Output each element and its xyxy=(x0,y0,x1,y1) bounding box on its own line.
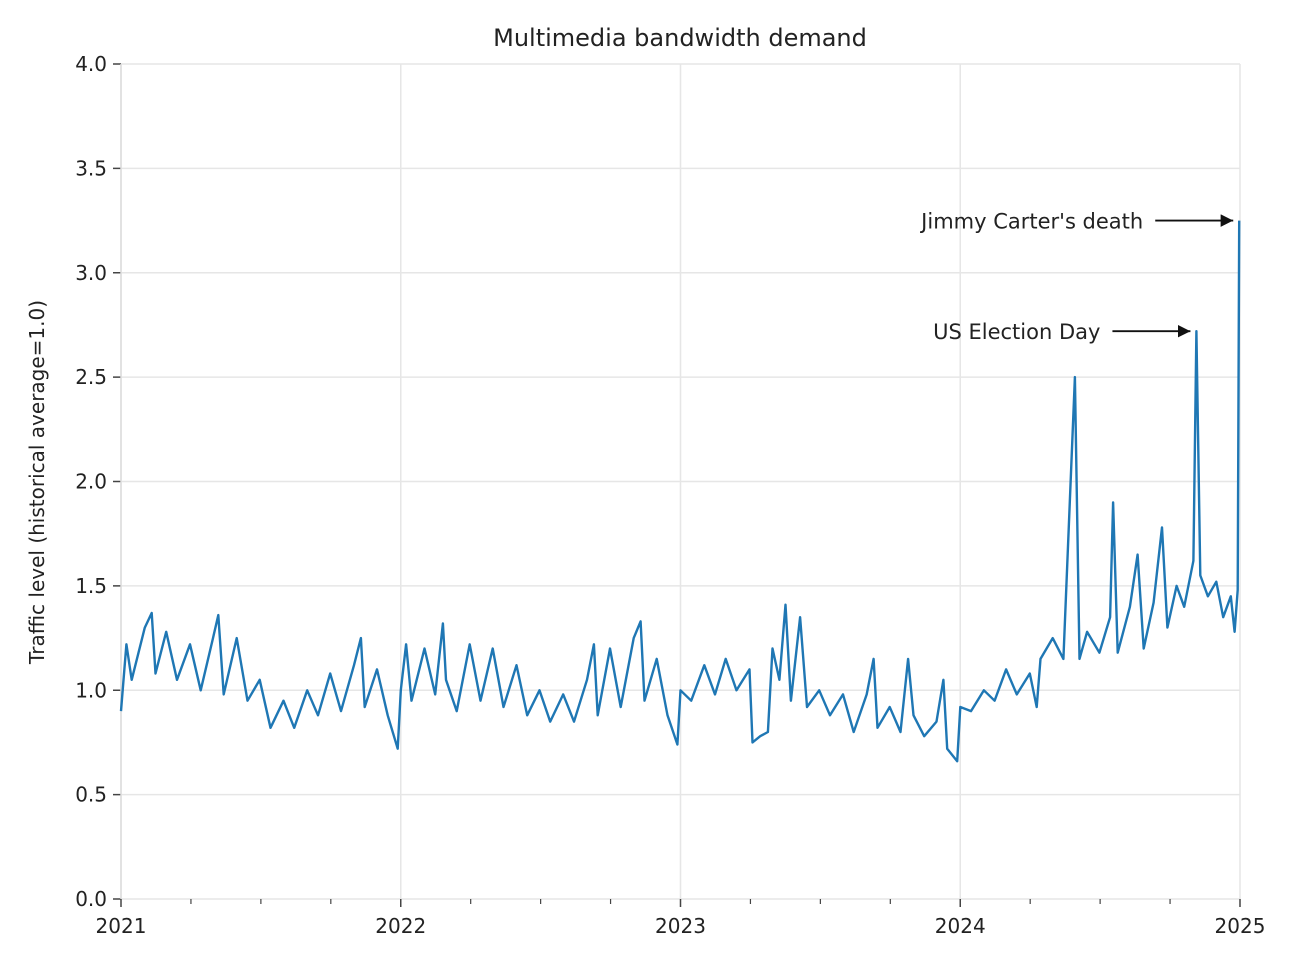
y-tick-label: 0.5 xyxy=(75,783,107,807)
y-tick-label: 1.5 xyxy=(75,574,107,598)
y-tick-label: 0.0 xyxy=(75,887,107,911)
chart-title: Multimedia bandwidth demand xyxy=(493,24,867,52)
y-tick-label: 3.5 xyxy=(75,156,107,180)
series-line xyxy=(119,220,1241,763)
y-tick-label: 2.0 xyxy=(75,470,107,494)
annotation-label: US Election Day xyxy=(933,320,1100,344)
x-tick-label: 2025 xyxy=(1215,914,1266,938)
y-tick-label: 1.0 xyxy=(75,678,107,702)
y-tick-label: 2.5 xyxy=(75,365,107,389)
annotation-label: Jimmy Carter's death xyxy=(919,210,1143,234)
y-tick-label: 3.0 xyxy=(75,261,107,285)
y-tick-label: 4.0 xyxy=(75,52,107,76)
x-tick-label: 2022 xyxy=(375,914,426,938)
y-axis-label: Traffic level (historical average=1.0) xyxy=(25,300,49,665)
axis-ticks: 0.0 0.5 1.0 1.5 2.0 2.5 3.0 3.5 4.0 2021 2022 2023 2… xyxy=(75,52,1265,938)
x-tick-label: 2023 xyxy=(655,914,706,938)
annotations: Jimmy Carter's death US Election Day xyxy=(919,210,1234,344)
x-tick-label: 2024 xyxy=(935,914,986,938)
x-tick-label: 2021 xyxy=(96,914,147,938)
grid xyxy=(120,63,1241,900)
